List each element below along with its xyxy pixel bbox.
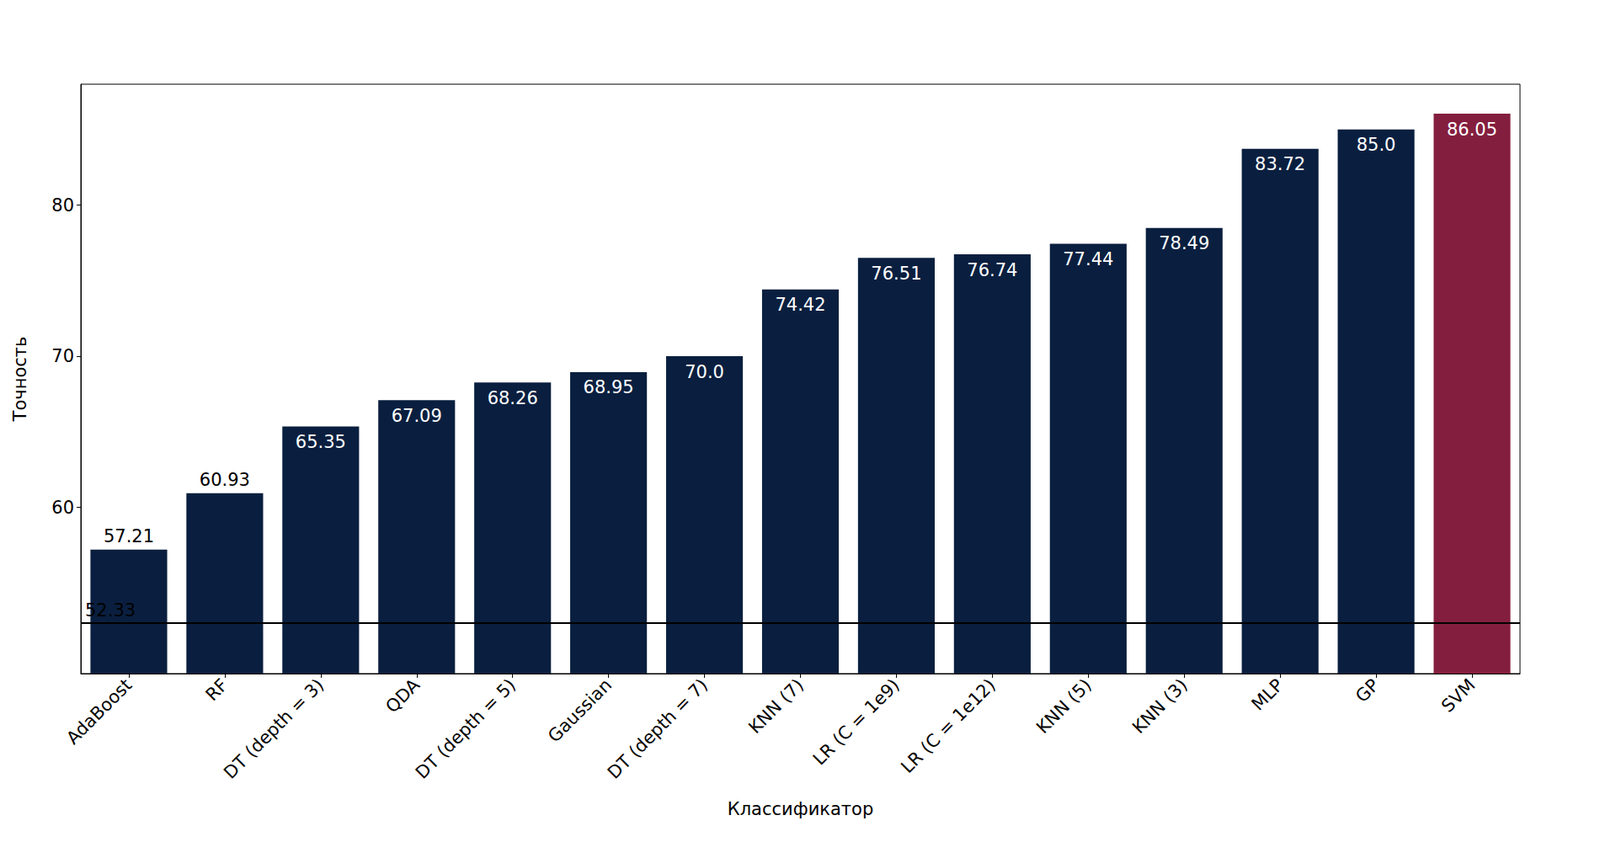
svg-text:57.21: 57.21 <box>103 526 155 547</box>
svg-text:60.93: 60.93 <box>199 469 251 491</box>
svg-text:70: 70 <box>51 346 75 367</box>
svg-text:67.09: 67.09 <box>391 405 443 427</box>
svg-text:52.33: 52.33 <box>85 600 136 621</box>
svg-text:60: 60 <box>51 497 75 518</box>
svg-text:83.72: 83.72 <box>1254 154 1306 175</box>
svg-text:68.26: 68.26 <box>487 388 539 409</box>
svg-text:76.74: 76.74 <box>966 260 1018 281</box>
svg-text:86.05: 86.05 <box>1446 119 1498 140</box>
svg-text:78.49: 78.49 <box>1158 233 1210 254</box>
svg-text:DT (depth = 3): DT (depth = 3) <box>219 675 328 784</box>
svg-text:85.0: 85.0 <box>1356 134 1397 155</box>
svg-text:DT (depth = 7): DT (depth = 7) <box>603 675 712 784</box>
svg-text:SVM: SVM <box>1437 675 1479 717</box>
svg-text:LR (C = 1e9): LR (C = 1e9) <box>809 675 904 770</box>
svg-text:LR (C = 1e12): LR (C = 1e12) <box>896 675 1000 779</box>
svg-text:68.95: 68.95 <box>583 377 635 398</box>
svg-text:DT (depth = 5): DT (depth = 5) <box>411 675 520 784</box>
svg-text:76.51: 76.51 <box>870 263 922 284</box>
svg-text:Gaussian: Gaussian <box>544 675 616 747</box>
svg-text:70.0: 70.0 <box>684 362 725 383</box>
svg-text:KNN (7): KNN (7) <box>744 675 808 739</box>
svg-text:AdaBoost: AdaBoost <box>62 675 136 749</box>
svg-text:80: 80 <box>51 195 75 216</box>
svg-text:GP: GP <box>1351 675 1383 707</box>
svg-text:QDA: QDA <box>381 674 424 717</box>
svg-text:KNN (3): KNN (3) <box>1128 675 1192 739</box>
svg-text:MLP: MLP <box>1248 675 1288 715</box>
svg-text:77.44: 77.44 <box>1062 249 1114 270</box>
svg-text:Точность: Точность <box>10 336 31 423</box>
svg-text:RF: RF <box>202 675 233 706</box>
svg-text:65.35: 65.35 <box>295 432 347 453</box>
svg-text:KNN (5): KNN (5) <box>1032 675 1096 739</box>
svg-text:Классификатор: Классификатор <box>727 799 875 820</box>
svg-text:74.42: 74.42 <box>774 294 826 315</box>
